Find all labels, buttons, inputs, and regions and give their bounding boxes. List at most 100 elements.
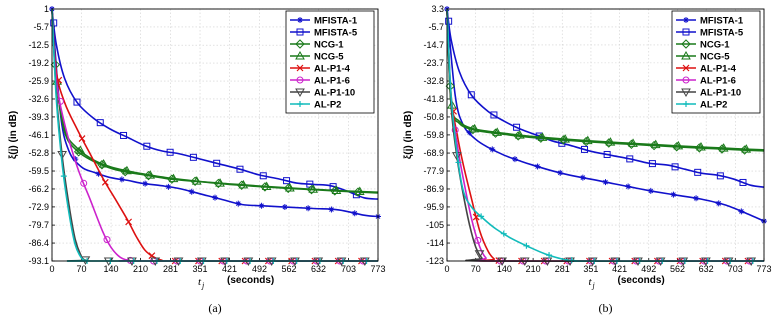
y-tick-label: -41.8	[423, 94, 444, 104]
x-tick-label: 421	[612, 264, 627, 274]
y-tick-label: -72.9	[28, 202, 49, 212]
series-marker	[693, 195, 700, 202]
series-marker	[466, 129, 473, 136]
series-marker	[305, 205, 312, 212]
series-marker	[467, 91, 475, 99]
y-tick-label: -19.2	[28, 58, 49, 68]
x-axis-variable: t	[198, 276, 202, 288]
series-marker	[213, 159, 221, 167]
series-marker	[670, 191, 677, 198]
y-tick-label: -68.9	[423, 148, 444, 158]
series-marker	[80, 179, 88, 187]
series-marker	[235, 200, 242, 207]
legend-label: AL-P1-4	[700, 64, 737, 75]
series-marker	[647, 187, 654, 194]
y-tick-label: 1	[44, 4, 49, 14]
y-tick-label: -12.5	[28, 40, 49, 50]
x-tick-label: 140	[104, 264, 119, 274]
y-tick-label: -105	[426, 220, 444, 230]
series-marker	[75, 145, 86, 154]
x-tick-label: 351	[583, 264, 598, 274]
series-marker	[500, 230, 507, 237]
series-marker	[582, 135, 593, 145]
series-marker	[236, 165, 244, 173]
legend-marker	[681, 50, 691, 60]
legend-marker	[296, 64, 304, 72]
series-marker	[628, 138, 638, 147]
series-marker	[101, 178, 109, 186]
legend: MFISTA-1MFISTA-5NCG-1NCG-5AL-P1-4AL-P1-6…	[285, 10, 375, 114]
series-marker	[648, 160, 656, 168]
panel-label: (a)	[208, 301, 221, 315]
x-tick-label: 562	[670, 264, 685, 274]
series-marker	[328, 206, 335, 213]
x-tick-label: 351	[193, 264, 208, 274]
series-marker	[511, 156, 518, 163]
series-marker	[120, 131, 128, 139]
series-marker	[602, 179, 609, 186]
series-marker	[145, 170, 156, 179]
series-marker	[716, 172, 724, 180]
y-tick-label: -66.2	[28, 184, 49, 194]
series-marker	[455, 159, 462, 166]
legend-label: MFISTA-1	[700, 16, 744, 27]
legend-marker	[295, 39, 305, 49]
x-axis-unit: (seconds)	[618, 275, 665, 286]
legend-entry: AL-P1-4	[290, 64, 351, 75]
series-marker	[478, 213, 485, 220]
x-tick-label: 632	[311, 264, 326, 274]
series-marker	[308, 184, 319, 193]
x-tick-label: 0	[49, 264, 54, 274]
series-marker	[78, 135, 86, 142]
series-marker	[259, 172, 267, 180]
series-marker	[546, 252, 553, 259]
series-marker	[715, 200, 722, 207]
y-tick-label: -123	[426, 256, 444, 266]
series-marker	[694, 168, 702, 176]
y-tick-label: -52.8	[28, 148, 49, 158]
series-marker	[189, 153, 197, 161]
series-marker	[188, 188, 195, 195]
x-tick-label: 562	[281, 264, 296, 274]
x-axis-subscript: j	[592, 281, 596, 290]
series-marker	[98, 159, 109, 168]
series-marker	[514, 130, 525, 139]
legend-marker	[297, 101, 303, 107]
legend-label: AL-P1-10	[314, 88, 355, 99]
series-marker	[718, 143, 729, 152]
x-tick-label: 210	[133, 264, 148, 274]
legend-entry: MFISTA-5	[676, 28, 744, 39]
legend-entry: AL-P2	[290, 100, 341, 111]
series-marker	[73, 98, 81, 106]
series-line	[51, 8, 379, 200]
series-marker	[474, 250, 485, 259]
y-tick-label: -114	[427, 238, 444, 248]
x-tick-label: 281	[555, 264, 570, 274]
series-marker	[212, 194, 218, 201]
y-tick-label: -59.5	[28, 166, 49, 176]
x-axis-unit: (seconds)	[227, 275, 274, 286]
legend-entry: AL-P2	[676, 100, 727, 111]
legend-label: NCG-1	[700, 40, 730, 51]
y-tick-label: -77.9	[423, 166, 444, 176]
legend-marker	[296, 28, 304, 36]
y-tick-label: -32.8	[423, 76, 444, 86]
legend-entry: MFISTA-1	[676, 16, 744, 27]
x-tick-label: 421	[222, 264, 237, 274]
legend-box	[671, 10, 761, 114]
x-tick-label: 210	[526, 264, 541, 274]
series-marker	[445, 17, 453, 25]
x-tick-label: 281	[163, 264, 178, 274]
series-marker	[490, 111, 498, 119]
series-marker	[191, 176, 202, 185]
legend-entry: NCG-1	[676, 39, 730, 51]
legend-label: AL-P1-10	[700, 88, 741, 99]
legend-marker	[683, 17, 689, 23]
series-marker	[605, 137, 616, 146]
series-marker	[671, 163, 679, 171]
series-marker	[696, 142, 706, 151]
y-tick-label: -25.9	[28, 76, 49, 86]
legend-marker	[295, 88, 305, 98]
legend-entry: NCG-1	[290, 39, 344, 51]
